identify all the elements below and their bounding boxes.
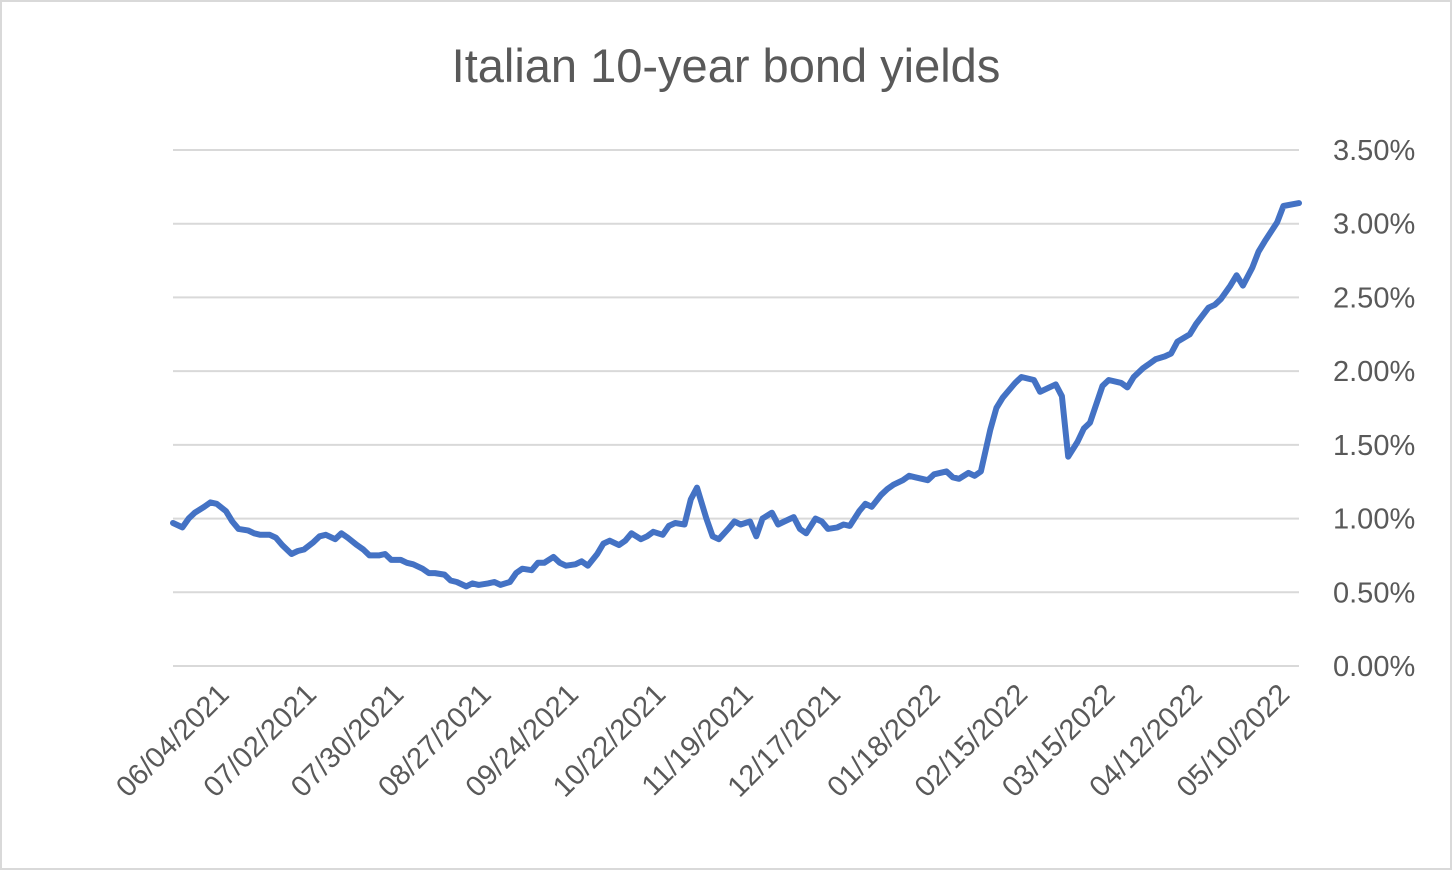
y-axis-ticks: 0.00% 0.50% 1.00% 1.50% 2.00% 2.50% 3.00% 3.50% [1333,135,1415,683]
chart-title: Italian 10-year bond yields [451,39,1001,92]
y-tick-label: 1.00% [1333,504,1415,536]
y-tick-label: 2.00% [1333,356,1415,388]
y-tick-label: 0.00% [1333,651,1415,683]
series-line [170,200,1302,590]
y-tick-label: 0.50% [1333,577,1415,609]
series-layer [170,200,1302,590]
y-tick-label: 1.50% [1333,430,1415,462]
y-tick-label: 3.50% [1333,135,1415,167]
y-tick-label: 3.00% [1333,209,1415,241]
x-axis-ticks: 06/04/202107/02/202107/30/202108/27/2021… [110,678,1296,803]
y-tick-label: 2.50% [1333,282,1415,314]
gridlines [173,149,1299,667]
